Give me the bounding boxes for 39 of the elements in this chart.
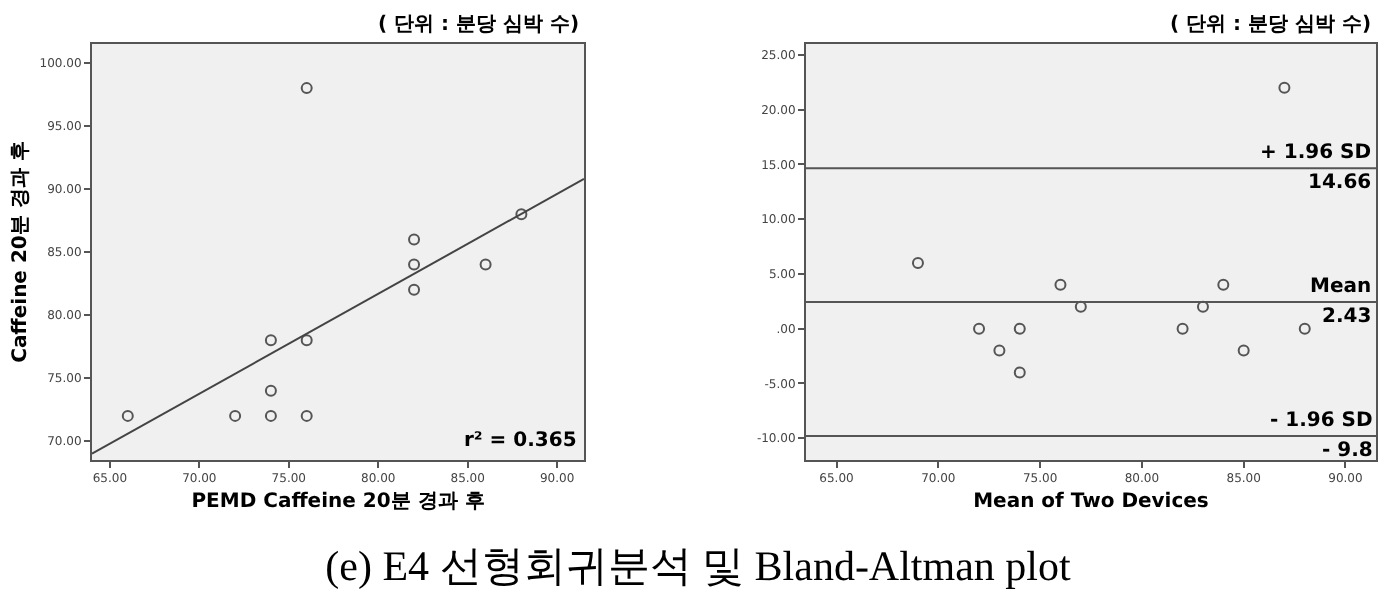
point: [1013, 322, 1026, 335]
point: [408, 258, 421, 271]
point: [229, 409, 242, 422]
ref-line-label: - 1.96 SD: [1270, 410, 1373, 432]
point: [911, 256, 924, 269]
point: [408, 233, 421, 246]
point: [1237, 344, 1250, 357]
ref-line-label: Mean: [1310, 276, 1372, 298]
text: (e) E4 선형회귀분석 및 Bland-Altman plot: [323, 540, 1073, 594]
point: [264, 384, 277, 397]
x-axis-title: PEMD Caffeine 20분 경과 후: [191, 491, 485, 514]
point: [1217, 278, 1230, 291]
point: [973, 322, 986, 335]
point: [408, 283, 421, 296]
point: [515, 208, 528, 221]
point: [300, 409, 313, 422]
y-axis-title: Caffeine 20분 경과 후: [9, 141, 32, 363]
x-axis-title: Mean of Two Devices: [973, 491, 1209, 514]
point: [1013, 366, 1026, 379]
annotation: 2.43: [1322, 306, 1372, 328]
annotation: r² = 0.365: [464, 430, 577, 452]
point: [300, 334, 313, 347]
annotation: - 9.8: [1322, 440, 1373, 462]
point: [1298, 322, 1311, 335]
chart-subtitle: ( 단위 : 분당 심박 수): [378, 14, 580, 36]
ref-line-label: + 1.96 SD: [1260, 142, 1372, 164]
point: [300, 82, 313, 95]
point: [1196, 300, 1209, 313]
point: [1278, 81, 1291, 94]
point: [264, 409, 277, 422]
point: [264, 334, 277, 347]
point: [993, 344, 1006, 357]
point: [1176, 322, 1189, 335]
chart-subtitle: ( 단위 : 분당 심박 수): [1170, 14, 1372, 36]
annotation: 14.66: [1308, 172, 1372, 194]
point: [121, 409, 134, 422]
point: [1054, 278, 1067, 291]
point: [479, 258, 492, 271]
point: [1074, 300, 1087, 313]
